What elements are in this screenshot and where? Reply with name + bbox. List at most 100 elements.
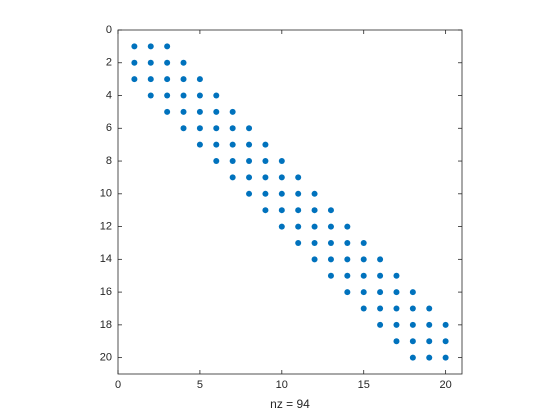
point (246, 174, 253, 181)
y-tick-label: 20 (100, 352, 112, 364)
point (246, 158, 253, 165)
point (131, 43, 138, 50)
point (295, 223, 302, 230)
point (377, 272, 384, 279)
point (360, 272, 367, 279)
point (262, 158, 269, 165)
point (229, 125, 236, 132)
point (377, 256, 384, 263)
point (409, 321, 416, 328)
point (409, 354, 416, 361)
point (442, 321, 449, 328)
plot-area (117, 29, 463, 375)
point (278, 158, 285, 165)
point (442, 338, 449, 345)
x-tick-label: 15 (358, 379, 370, 391)
y-tick-label: 4 (106, 89, 112, 101)
point (278, 190, 285, 197)
point (262, 207, 269, 214)
point (147, 92, 154, 99)
point (147, 76, 154, 83)
point (180, 76, 187, 83)
point (426, 354, 433, 361)
point (213, 125, 220, 132)
point (164, 92, 171, 99)
point (311, 239, 318, 246)
point (409, 305, 416, 312)
point (311, 256, 318, 263)
point (409, 289, 416, 296)
point (147, 59, 154, 66)
point (295, 239, 302, 246)
point (246, 125, 253, 132)
point (180, 92, 187, 99)
point (213, 141, 220, 148)
point (295, 207, 302, 214)
point (295, 174, 302, 181)
point (377, 321, 384, 328)
point (344, 223, 351, 230)
point (360, 256, 367, 263)
point (131, 76, 138, 83)
y-tick-label: 0 (106, 24, 112, 36)
point (442, 354, 449, 361)
point (344, 289, 351, 296)
point (360, 239, 367, 246)
point (196, 76, 203, 83)
point (327, 223, 334, 230)
point (377, 289, 384, 296)
x-axis-label: nz = 94 (270, 397, 310, 411)
point (246, 141, 253, 148)
point (311, 190, 318, 197)
y-tick-label: 6 (106, 122, 112, 134)
point (344, 256, 351, 263)
point (344, 272, 351, 279)
point (278, 223, 285, 230)
point (180, 59, 187, 66)
point (196, 92, 203, 99)
x-tick-label: 10 (276, 379, 288, 391)
point (426, 321, 433, 328)
y-tick-label: 14 (100, 253, 112, 265)
point (278, 207, 285, 214)
point (327, 239, 334, 246)
point (229, 174, 236, 181)
point (262, 141, 269, 148)
x-tick-label: 20 (439, 379, 451, 391)
y-tick-label: 8 (106, 155, 112, 167)
point (229, 141, 236, 148)
point (327, 272, 334, 279)
point (229, 108, 236, 115)
y-tick-label: 2 (106, 57, 112, 69)
point (393, 305, 400, 312)
point (213, 92, 220, 99)
point (327, 207, 334, 214)
point (360, 289, 367, 296)
point (278, 174, 285, 181)
y-tick-label: 10 (100, 188, 112, 200)
point (180, 125, 187, 132)
point (311, 207, 318, 214)
y-tick-label: 12 (100, 220, 112, 232)
point (426, 338, 433, 345)
point (229, 158, 236, 165)
point (180, 108, 187, 115)
x-tick-label: 0 (115, 379, 121, 391)
point (131, 59, 138, 66)
point (164, 59, 171, 66)
point (327, 256, 334, 263)
point (164, 43, 171, 50)
point (246, 190, 253, 197)
point (360, 305, 367, 312)
point (196, 108, 203, 115)
point (164, 76, 171, 83)
point (196, 141, 203, 148)
point (311, 223, 318, 230)
point (213, 158, 220, 165)
point (262, 190, 269, 197)
y-tick-label: 18 (100, 319, 112, 331)
point (409, 338, 416, 345)
point (393, 338, 400, 345)
point (393, 272, 400, 279)
